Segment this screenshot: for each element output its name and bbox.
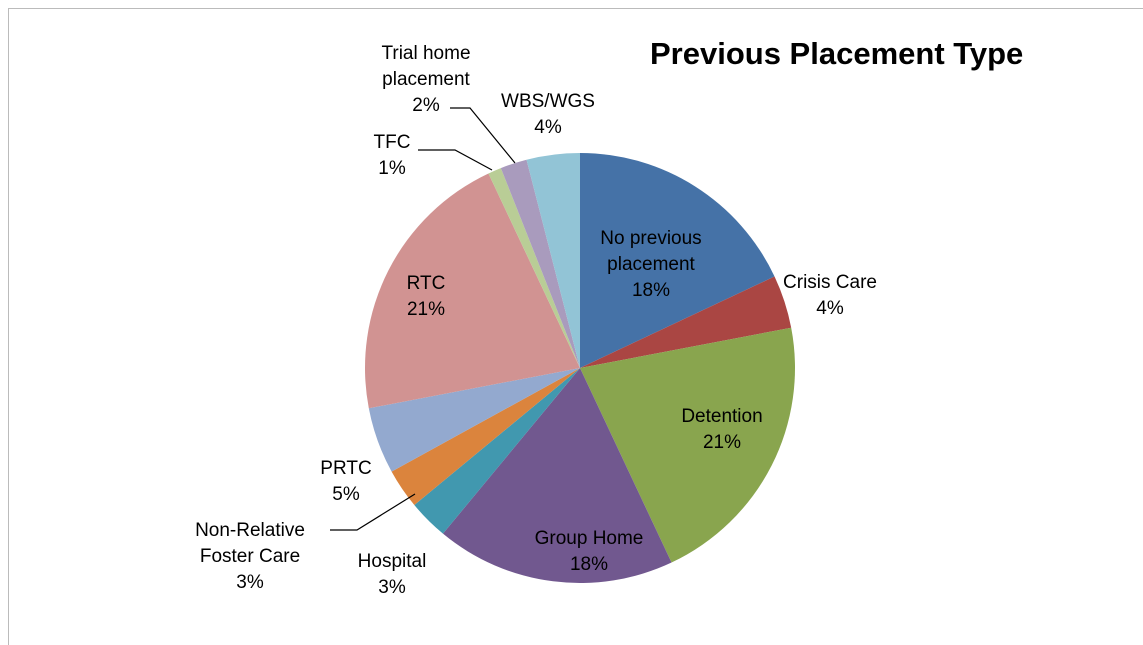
category-label: No previous placement (600, 228, 702, 275)
value-label: 18% (631, 280, 671, 301)
category-label: Hospital (357, 551, 427, 572)
data-label: PRTC 5% (306, 456, 386, 508)
value-label: 4% (816, 298, 844, 319)
pie-slice (442, 368, 672, 583)
pie-slice (365, 173, 580, 409)
data-label: Detention 21% (657, 404, 787, 456)
value-label: 4% (534, 117, 562, 138)
data-label: WBS/WGS 4% (493, 89, 603, 141)
pie (365, 153, 795, 583)
category-label: TFC (373, 132, 411, 153)
leader-line (418, 149, 493, 171)
data-label: Non-Relative Foster Care 3% (170, 518, 330, 596)
value-label: 21% (406, 299, 446, 320)
leader-line (450, 107, 516, 164)
category-label: WBS/WGS (501, 91, 595, 112)
pie-slice (368, 368, 580, 472)
data-label: Group Home 18% (514, 526, 664, 578)
pie-slice (580, 276, 792, 368)
data-label: Trial home placement 2% (361, 41, 491, 119)
category-label: Trial home placement (381, 43, 471, 90)
pie-slice (488, 168, 580, 368)
data-label: Crisis Care 4% (770, 270, 890, 322)
pie-slice (580, 153, 775, 368)
value-label: 1% (378, 158, 406, 179)
leader-line (330, 493, 416, 531)
category-label: Group Home (534, 528, 644, 549)
value-label: 3% (236, 572, 264, 593)
pie-slice (526, 153, 580, 368)
pie-slice (414, 368, 580, 534)
data-label: TFC 1% (362, 130, 422, 182)
value-label: 5% (332, 484, 360, 505)
data-label: RTC 21% (386, 271, 466, 323)
value-label: 3% (378, 577, 406, 598)
category-label: RTC (406, 273, 446, 294)
category-label: Non-Relative Foster Care (195, 520, 305, 567)
chart-title: Previous Placement Type (650, 36, 1024, 71)
value-label: 21% (702, 432, 742, 453)
chart-border (8, 8, 1143, 645)
category-label: Detention (681, 406, 763, 427)
data-label: No previous placement 18% (576, 226, 726, 304)
category-label: Crisis Care (783, 272, 877, 293)
pie-slice (391, 368, 580, 506)
category-label: PRTC (320, 458, 372, 479)
pie-slice (580, 327, 795, 563)
pie-slice (500, 159, 580, 368)
value-label: 2% (412, 95, 440, 116)
data-label: Hospital 3% (337, 549, 447, 601)
value-label: 18% (569, 554, 609, 575)
